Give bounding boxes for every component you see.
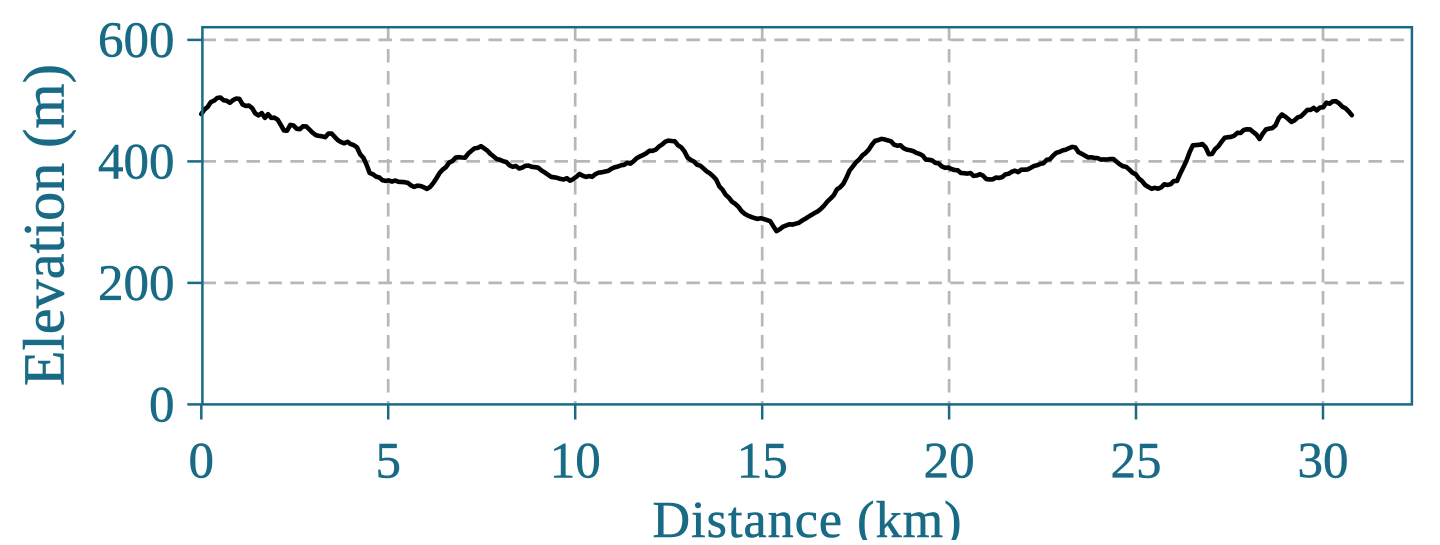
- svg-text:10: 10: [550, 434, 601, 490]
- svg-text:0: 0: [149, 378, 175, 434]
- svg-text:25: 25: [1111, 434, 1162, 490]
- svg-text:600: 600: [98, 13, 175, 69]
- svg-text:200: 200: [98, 256, 175, 312]
- svg-text:0: 0: [189, 434, 215, 490]
- svg-text:30: 30: [1298, 434, 1349, 490]
- svg-text:5: 5: [375, 434, 401, 490]
- svg-text:20: 20: [924, 434, 975, 490]
- svg-text:15: 15: [737, 434, 788, 490]
- svg-text:Distance (km): Distance (km): [653, 492, 962, 540]
- svg-text:Elevation (m): Elevation (m): [12, 64, 77, 386]
- svg-text:400: 400: [98, 135, 175, 191]
